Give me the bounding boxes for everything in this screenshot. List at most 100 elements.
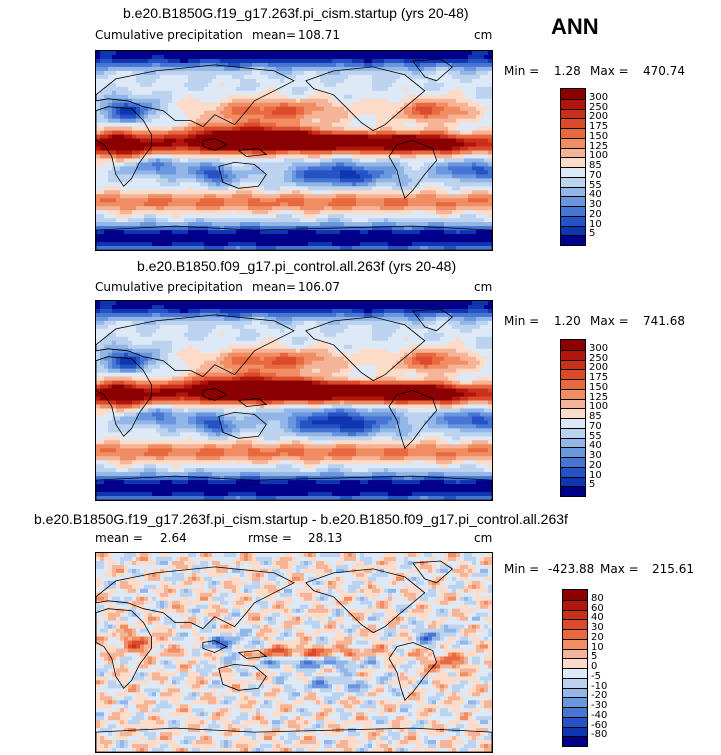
field-cell xyxy=(416,98,421,104)
field-cell xyxy=(100,194,105,199)
field-cell xyxy=(484,238,489,243)
field-cell xyxy=(220,202,225,207)
field-cell xyxy=(216,194,221,199)
field-cell xyxy=(332,194,337,199)
field-cell xyxy=(484,142,489,148)
field-cell xyxy=(324,110,329,116)
field-cell xyxy=(300,162,305,168)
panel-2-variable-label: Cumulative precipitation xyxy=(95,280,243,294)
field-cell xyxy=(488,198,492,203)
field-cell xyxy=(268,226,273,231)
field-cell xyxy=(420,110,425,116)
field-cell xyxy=(136,94,141,100)
field-cell xyxy=(172,86,177,92)
field-cell xyxy=(372,158,377,164)
field-cell xyxy=(132,146,137,152)
field-cell xyxy=(100,222,105,227)
field-cell xyxy=(192,202,197,207)
field-cell xyxy=(112,138,117,144)
field-cell xyxy=(272,186,277,191)
field-cell xyxy=(488,178,492,183)
field-cell xyxy=(480,178,485,183)
field-cell xyxy=(132,62,137,68)
field-cell xyxy=(228,166,233,171)
field-cell xyxy=(252,150,257,156)
field-cell xyxy=(468,110,473,116)
field-cell xyxy=(420,190,425,195)
field-cell xyxy=(196,234,201,239)
field-cell xyxy=(428,62,433,68)
field-cell xyxy=(484,178,489,183)
field-cell xyxy=(304,162,309,168)
field-cell xyxy=(124,62,129,68)
field-cell xyxy=(368,86,373,92)
field-cell xyxy=(248,102,253,108)
field-cell xyxy=(172,246,177,250)
field-cell xyxy=(424,142,429,148)
field-cell xyxy=(344,242,349,247)
field-cell xyxy=(156,206,161,211)
field-cell xyxy=(212,238,217,243)
field-cell xyxy=(432,182,437,187)
field-cell xyxy=(96,154,101,160)
field-cell xyxy=(372,222,377,227)
field-cell xyxy=(304,90,309,96)
field-cell xyxy=(200,226,205,231)
field-cell xyxy=(112,90,117,96)
field-cell xyxy=(476,51,481,56)
field-cell xyxy=(384,54,389,60)
field-cell xyxy=(172,206,177,211)
field-cell xyxy=(332,114,337,120)
field-cell xyxy=(228,170,233,175)
field-cell xyxy=(480,222,485,227)
field-cell xyxy=(148,234,153,239)
field-cell xyxy=(472,70,477,76)
field-cell xyxy=(140,226,145,231)
field-cell xyxy=(160,170,165,175)
field-cell xyxy=(144,154,149,160)
field-cell xyxy=(428,126,433,132)
field-cell xyxy=(432,194,437,199)
field-cell xyxy=(108,238,113,243)
field-cell xyxy=(432,214,437,219)
field-cell xyxy=(488,54,492,60)
field-cell xyxy=(292,142,297,148)
field-cell xyxy=(252,166,257,171)
field-cell xyxy=(432,142,437,148)
field-cell xyxy=(252,186,257,191)
field-cell xyxy=(392,178,397,183)
field-cell xyxy=(376,166,381,171)
field-cell xyxy=(248,66,253,72)
field-cell xyxy=(360,154,365,160)
field-cell xyxy=(260,154,265,160)
field-cell xyxy=(200,194,205,199)
field-cell xyxy=(296,178,301,183)
field-cell xyxy=(348,98,353,104)
field-cell xyxy=(216,58,221,64)
field-cell xyxy=(176,82,181,88)
field-cell xyxy=(140,162,145,168)
field-cell xyxy=(316,90,321,96)
field-cell xyxy=(464,178,469,183)
field-cell xyxy=(124,218,129,223)
field-cell xyxy=(248,126,253,132)
field-cell xyxy=(188,206,193,211)
field-cell xyxy=(480,142,485,148)
field-cell xyxy=(288,246,293,250)
field-cell xyxy=(408,230,413,235)
field-cell xyxy=(172,146,177,152)
field-cell xyxy=(484,130,489,136)
field-cell xyxy=(296,198,301,203)
coastline xyxy=(388,140,438,200)
field-cell xyxy=(220,114,225,120)
field-cell xyxy=(456,122,461,128)
field-cell xyxy=(120,218,125,223)
field-cell xyxy=(200,154,205,160)
field-cell xyxy=(236,150,241,156)
field-cell xyxy=(312,94,317,100)
field-cell xyxy=(156,246,161,250)
field-cell xyxy=(396,142,401,148)
field-cell xyxy=(392,62,397,68)
field-cell xyxy=(360,78,365,84)
field-cell xyxy=(400,86,405,92)
